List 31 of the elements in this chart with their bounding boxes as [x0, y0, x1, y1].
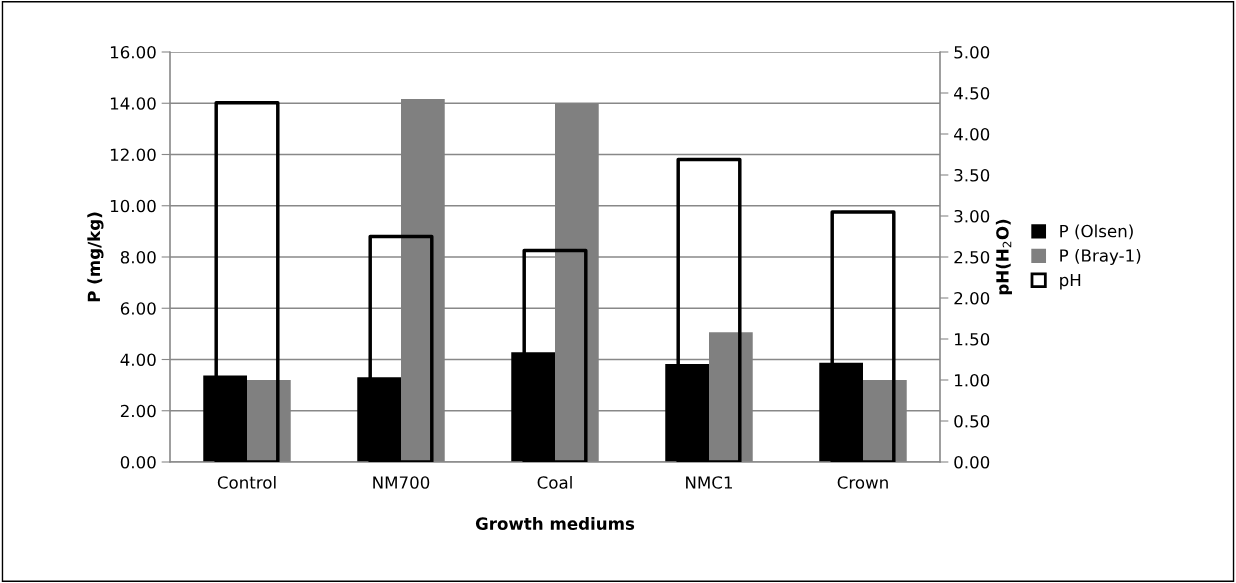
y-tick-label: 14.00 — [110, 97, 156, 110]
y2-axis-title: pH(H$_{2}$O) — [995, 219, 1012, 295]
x-axis-title: Growth mediums — [475, 517, 635, 530]
x-tick-label: Crown — [837, 476, 888, 489]
y-tick-label: 12.00 — [110, 148, 156, 162]
x-tick-label: Control — [217, 475, 276, 489]
x-tick-label: NM700 — [373, 476, 430, 489]
y-tick-label: 16.00 — [110, 45, 156, 59]
y2-tick-label: 4.50 — [954, 86, 990, 100]
y-tick-label: 6.00 — [120, 302, 156, 315]
y-axis-title: P (mg/kg) — [87, 212, 104, 302]
y2-tick-label: 0.50 — [954, 414, 990, 428]
legend-label: pH — [1060, 273, 1081, 290]
y2-tick-label: 3.50 — [954, 168, 990, 182]
y-tick-label: 2.00 — [120, 404, 156, 418]
y2-tick-label: 3.00 — [954, 209, 990, 223]
x-tick-label: NMC1 — [686, 476, 732, 489]
y2-tick-label: 0.00 — [954, 455, 990, 469]
y2-tick-label: 1.00 — [955, 373, 990, 387]
legend-label: P (Bray-1) — [1060, 248, 1141, 266]
y-tick-label: 10.00 — [110, 199, 156, 213]
y2-tick-label: 1.50 — [955, 332, 990, 346]
x-tick-label: Coal — [537, 475, 572, 489]
y2-tick-label: 2.50 — [954, 250, 990, 264]
legend-label: P (Olsen) — [1060, 224, 1133, 240]
y-tick-label: 0.00 — [120, 455, 156, 469]
y-tick-label: 8.00 — [120, 250, 156, 264]
y2-tick-label: 4.00 — [954, 127, 990, 141]
y2-tick-label: 2.00 — [954, 291, 990, 305]
y2-tick-label: 5.00 — [954, 45, 990, 59]
y-tick-label: 4.00 — [120, 353, 156, 367]
